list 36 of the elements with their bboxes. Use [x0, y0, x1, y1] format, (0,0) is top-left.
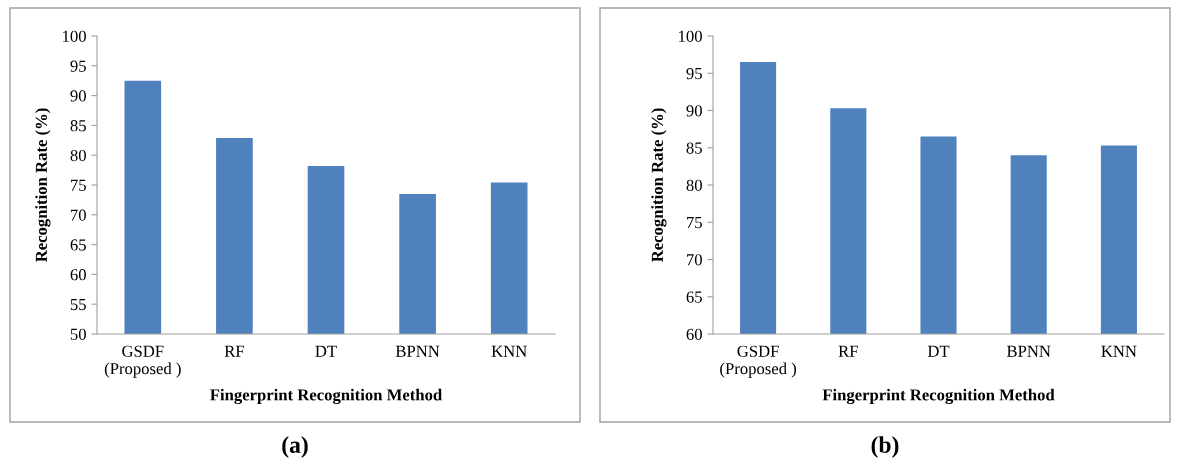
y-tick-label: 65 — [686, 291, 702, 303]
y-tick-label: 90 — [686, 105, 702, 117]
x-tick-label: DT — [315, 345, 337, 357]
y-tick-label: 75 — [71, 179, 86, 191]
y-tick-label: 60 — [70, 269, 86, 281]
y-tick-label: 65 — [70, 239, 86, 251]
y-tick-label: 80 — [686, 179, 702, 191]
y-tick-label: 100 — [63, 30, 86, 42]
y-tick-label: 50 — [70, 328, 86, 340]
y-tick-label: 85 — [686, 142, 702, 154]
y-tick-label: 85 — [70, 120, 86, 132]
y-tick-label: 95 — [70, 60, 86, 72]
x-tick-label: RF — [838, 345, 858, 357]
text: (a) — [282, 436, 308, 458]
x-tick-label: BPNN — [1006, 345, 1051, 357]
y-axis-title: Recognition Rate (%) — [35, 108, 51, 263]
x-axis-title: Fingerprint Recognition Method — [210, 388, 443, 405]
y-tick-label: 60 — [686, 328, 702, 340]
y-tick-label: 55 — [70, 299, 86, 311]
x-tick-label: KNN — [1101, 345, 1137, 357]
x-tick-label: KNN — [491, 345, 527, 357]
x-tick-label: DT — [927, 345, 950, 357]
y-axis-title: Recognition Rate (%) — [651, 108, 667, 263]
x-axis-title: Fingerprint Recognition Method — [822, 388, 1055, 405]
y-tick-label: 70 — [687, 254, 702, 266]
x-tick-label: BPNN — [395, 345, 440, 357]
y-tick-label: 80 — [70, 149, 86, 162]
x-tick-label: RF — [224, 345, 244, 357]
y-tick-label: 95 — [686, 68, 702, 80]
x-tick-label: GSDF (Proposed ) — [720, 345, 797, 378]
y-tick-label: 90 — [70, 90, 86, 102]
text: (b) — [871, 436, 899, 458]
y-tick-label: 75 — [687, 217, 702, 229]
y-tick-label: 100 — [679, 30, 702, 42]
y-tick-label: 70 — [71, 209, 86, 221]
x-tick-label: GSDF (Proposed ) — [104, 345, 181, 378]
